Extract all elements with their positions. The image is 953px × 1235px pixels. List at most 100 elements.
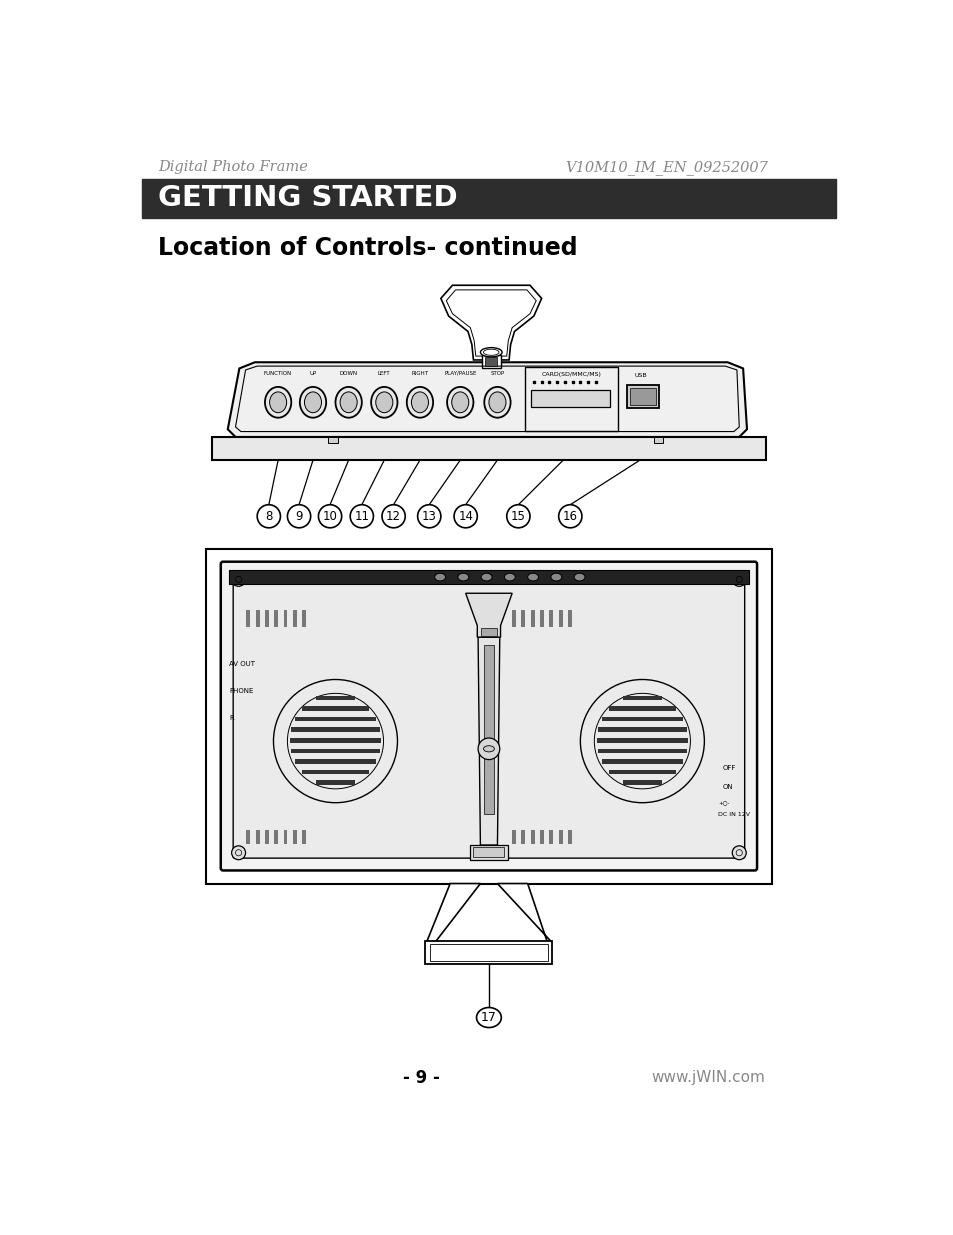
Ellipse shape — [484, 387, 510, 417]
Text: DC IN 12V: DC IN 12V — [718, 811, 750, 816]
Bar — [484, 645, 493, 814]
Bar — [315, 781, 355, 785]
Polygon shape — [427, 883, 480, 953]
Bar — [283, 830, 287, 844]
Ellipse shape — [265, 387, 291, 417]
Text: LEFT: LEFT — [377, 370, 390, 375]
Ellipse shape — [527, 573, 537, 580]
Bar — [596, 739, 687, 742]
Bar — [558, 610, 562, 627]
Text: STOP: STOP — [490, 370, 504, 375]
Bar — [255, 610, 259, 627]
Ellipse shape — [480, 573, 492, 580]
Circle shape — [257, 505, 280, 527]
Text: 16: 16 — [562, 510, 578, 522]
Text: +○-: +○- — [718, 800, 729, 805]
Text: USB: USB — [634, 373, 646, 378]
Bar — [608, 769, 675, 774]
Bar — [539, 830, 543, 844]
Circle shape — [417, 505, 440, 527]
Text: 12: 12 — [386, 510, 400, 522]
Bar — [524, 367, 617, 431]
Circle shape — [232, 573, 245, 587]
Polygon shape — [465, 593, 512, 637]
Ellipse shape — [411, 391, 428, 412]
Ellipse shape — [550, 573, 561, 580]
Bar — [302, 769, 369, 774]
Bar — [246, 830, 250, 844]
Bar — [622, 781, 661, 785]
Bar — [293, 610, 296, 627]
Bar — [480, 627, 497, 636]
Ellipse shape — [483, 746, 494, 752]
Text: 17: 17 — [480, 1011, 497, 1024]
Circle shape — [506, 505, 530, 527]
Ellipse shape — [452, 391, 468, 412]
Text: OFF: OFF — [721, 764, 735, 771]
Ellipse shape — [270, 391, 286, 412]
Bar — [622, 695, 661, 700]
Text: AV OUT: AV OUT — [229, 661, 255, 667]
Polygon shape — [228, 362, 746, 437]
Ellipse shape — [335, 387, 361, 417]
Ellipse shape — [299, 387, 326, 417]
Bar — [512, 610, 516, 627]
Bar — [291, 727, 379, 732]
Ellipse shape — [435, 573, 445, 580]
Bar — [530, 830, 534, 844]
Text: CARD(SD/MMC/MS): CARD(SD/MMC/MS) — [540, 372, 600, 377]
Text: V10M10_IM_EN_09252007: V10M10_IM_EN_09252007 — [564, 161, 767, 175]
Text: 13: 13 — [421, 510, 436, 522]
Circle shape — [232, 846, 245, 860]
Circle shape — [381, 505, 405, 527]
Bar — [608, 706, 675, 711]
Circle shape — [558, 505, 581, 527]
Bar — [315, 695, 355, 700]
Ellipse shape — [457, 573, 468, 580]
Ellipse shape — [488, 391, 505, 412]
Text: 8: 8 — [265, 510, 273, 522]
Circle shape — [732, 573, 745, 587]
Bar — [558, 830, 562, 844]
Bar — [274, 830, 278, 844]
Circle shape — [732, 846, 745, 860]
Circle shape — [350, 505, 373, 527]
Bar — [521, 830, 525, 844]
Bar — [626, 385, 659, 409]
Bar — [481, 354, 500, 368]
Bar — [425, 941, 552, 963]
Bar — [294, 716, 375, 721]
Bar — [290, 739, 381, 742]
Polygon shape — [477, 637, 499, 845]
Bar — [302, 706, 369, 711]
Text: RIGHT: RIGHT — [411, 370, 428, 375]
Text: FUNCTION: FUNCTION — [264, 370, 292, 375]
Text: PHONE: PHONE — [229, 688, 253, 694]
Bar — [484, 357, 497, 366]
Text: UP: UP — [309, 370, 316, 375]
Ellipse shape — [406, 387, 433, 417]
Bar — [274, 610, 278, 627]
Circle shape — [477, 739, 499, 760]
Ellipse shape — [340, 391, 356, 412]
Ellipse shape — [447, 387, 473, 417]
Ellipse shape — [480, 347, 501, 357]
Text: 14: 14 — [457, 510, 473, 522]
FancyBboxPatch shape — [233, 574, 744, 858]
Bar — [629, 389, 656, 405]
Bar — [142, 179, 835, 217]
Bar — [265, 830, 269, 844]
Bar — [293, 830, 296, 844]
Bar — [206, 548, 771, 883]
Bar — [598, 727, 686, 732]
Text: 9: 9 — [295, 510, 302, 522]
Bar — [229, 571, 748, 584]
Text: www.jWIN.com: www.jWIN.com — [651, 1070, 764, 1086]
Circle shape — [287, 505, 311, 527]
Text: ON: ON — [721, 784, 732, 790]
Bar — [473, 847, 504, 857]
Bar — [549, 610, 553, 627]
Polygon shape — [497, 883, 550, 953]
FancyBboxPatch shape — [220, 562, 757, 871]
Text: GETTING STARTED: GETTING STARTED — [158, 184, 457, 212]
